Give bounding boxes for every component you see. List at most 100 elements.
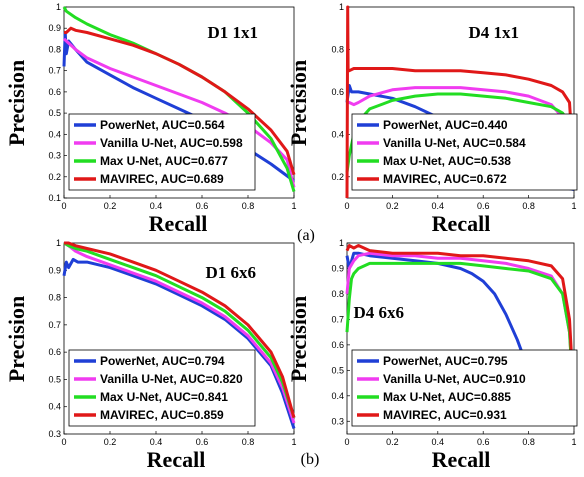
panel1-y-tick-label: 0.7 (48, 66, 61, 76)
panel1-y-tick-label: 0.9 (48, 23, 61, 33)
panel2-y-tick-label: 1 (339, 2, 344, 12)
panel1-y-axis-label: Precision (4, 60, 29, 146)
panel4-x-tick-label: 1 (571, 437, 576, 447)
panel1-y-tick-label: 0.1 (48, 193, 61, 203)
panel4-y-tick-label: 0.6 (331, 340, 344, 350)
panel2-y-axis-label: Precision (286, 60, 311, 146)
panel3-x-tick-label: 0.6 (196, 437, 209, 447)
panel1-y-tick-label: 0.4 (48, 129, 61, 139)
panel1-y-tick-label: 0.5 (48, 108, 61, 118)
panel3-y-tick-label: 1 (56, 238, 61, 248)
panel1-x-tick-label: 0.6 (196, 201, 209, 211)
panel3-series-line-vanilla-u-net (63, 241, 296, 424)
panel2-y-tick-label: 0.2 (331, 172, 344, 182)
panel1-chart-title: D1 1x1 (207, 23, 258, 42)
panel4-legend-entry: Vanilla U-Net, AUC=0.910 (383, 372, 526, 386)
panel3-y-tick-label: 0.3 (48, 429, 61, 439)
panel1-y-tick-label: 0.3 (48, 151, 61, 161)
caption-bottom: (b) (301, 451, 320, 468)
panel3-series-line-mavirec (64, 241, 296, 419)
panel3-x-tick-label: 0.2 (104, 437, 117, 447)
panel1-legend-box (68, 113, 256, 191)
panel3-y-tick-label: 0.7 (48, 320, 61, 330)
panel2-legend-entry: PowerNet, AUC=0.440 (383, 118, 508, 132)
panel3-legend-entry: Max U-Net, AUC=0.841 (100, 390, 228, 404)
caption-top: (a) (297, 227, 315, 244)
panel3-x-tick-label: 0 (61, 437, 66, 447)
panel4-series-line-mavirec (345, 244, 576, 401)
panel2-legend-entry: Max U-Net, AUC=0.538 (383, 154, 511, 168)
panel4-y-tick-label: 0.3 (331, 416, 344, 426)
panel3-y-tick-label: 0.9 (48, 265, 61, 275)
panel2-y-tick-label: 0.4 (331, 129, 344, 139)
panel3-legend-entry: MAVIREC, AUC=0.859 (100, 408, 224, 422)
panel4-y-tick-label: 0.9 (331, 263, 344, 273)
panel3-legend-entry: PowerNet, AUC=0.794 (100, 354, 225, 368)
panel2-x-tick-label: 1 (571, 201, 576, 211)
panel1-x-tick-label: 0.8 (242, 201, 255, 211)
panel3-legend-entry: Vanilla U-Net, AUC=0.820 (100, 372, 243, 386)
panel4-legend-entry: PowerNet, AUC=0.795 (383, 354, 508, 368)
panel1-legend-entry: PowerNet, AUC=0.564 (100, 118, 225, 132)
panel1-legend-entry: Max U-Net, AUC=0.677 (100, 154, 228, 168)
panel3-series-line-max-u-net (63, 241, 296, 419)
panel1-series-line-vanilla-u-net (62, 37, 296, 188)
panel1-legend-entry: MAVIREC, AUC=0.689 (100, 172, 224, 186)
panel3-legend-box (68, 349, 256, 427)
panel4-x-axis-label: Recall (432, 447, 491, 472)
panel4-y-tick-label: 0.8 (331, 289, 344, 299)
panel2-x-axis-label: Recall (432, 211, 491, 236)
panel2-legend-box (351, 113, 578, 191)
panel2-y-tick-label: 0.6 (331, 87, 344, 97)
panel3-y-tick-label: 0.4 (48, 402, 61, 412)
panel1-x-tick-label: 0.4 (150, 201, 163, 211)
panel1-y-tick-label: 1 (56, 2, 61, 12)
panel3-x-axis-label: Recall (147, 447, 206, 472)
panel2-legend-entry: MAVIREC, AUC=0.672 (383, 172, 507, 186)
panel4-y-tick-label: 0.7 (331, 314, 344, 324)
panel2-x-tick-label: 0.2 (386, 201, 399, 211)
panel4-x-tick-label: 0 (344, 437, 349, 447)
panel4-x-tick-label: 0.8 (522, 437, 535, 447)
panel4-legend-entry: MAVIREC, AUC=0.931 (383, 408, 507, 422)
panel3-y-tick-label: 0.6 (48, 347, 61, 357)
panel4-legend-entry: Max U-Net, AUC=0.885 (383, 390, 511, 404)
panel4-y-axis-label: Precision (286, 296, 311, 382)
panel3-chart-title: D1 6x6 (205, 263, 256, 282)
panel4-x-tick-label: 0.4 (432, 437, 445, 447)
panel2-y-tick-label: 0.8 (331, 44, 344, 54)
panel3-y-tick-label: 0.8 (48, 293, 61, 303)
panel3-y-axis-label: Precision (4, 296, 29, 382)
panel4-x-tick-label: 0.2 (386, 437, 399, 447)
panel1-x-tick-label: 0 (61, 201, 66, 211)
panel2-x-tick-label: 0.8 (522, 201, 535, 211)
panel1-y-tick-label: 0.6 (48, 87, 61, 97)
panel2-chart-title: D4 1x1 (468, 23, 519, 42)
panel2-series-line-mavirec (345, 5, 576, 199)
panel4-y-tick-label: 0.4 (331, 391, 344, 401)
panel4-y-tick-label: 1 (339, 238, 344, 248)
panel4-x-tick-label: 0.6 (477, 437, 490, 447)
panel2-legend-entry: Vanilla U-Net, AUC=0.584 (383, 136, 526, 150)
panel3-y-tick-label: 0.5 (48, 374, 61, 384)
panel2-series-line-vanilla-u-net (347, 86, 576, 173)
panel3-x-tick-label: 1 (291, 437, 296, 447)
panel1-x-tick-label: 0.2 (104, 201, 117, 211)
panel4-series-line-max-u-net (345, 261, 576, 409)
panel2-x-tick-label: 0.6 (477, 201, 490, 211)
panel3-x-tick-label: 0.8 (242, 437, 255, 447)
panel1-series-line-mavirec (64, 26, 296, 176)
panel4-chart-title: D4 6x6 (353, 303, 404, 322)
panel2-x-tick-label: 0 (344, 201, 349, 211)
panel1-y-tick-label: 0.2 (48, 172, 61, 182)
panel3-x-tick-label: 0.4 (150, 437, 163, 447)
panel3-series-line-powernet (62, 257, 296, 429)
panel2-x-tick-label: 0.4 (432, 201, 445, 211)
panel1-y-tick-label: 0.8 (48, 44, 61, 54)
panel4-legend-box (351, 349, 578, 427)
panel4-y-tick-label: 0.5 (331, 365, 344, 375)
panel1-legend-entry: Vanilla U-Net, AUC=0.598 (100, 136, 243, 150)
panel1-x-tick-label: 1 (291, 201, 296, 211)
panel1-x-axis-label: Recall (149, 211, 208, 236)
